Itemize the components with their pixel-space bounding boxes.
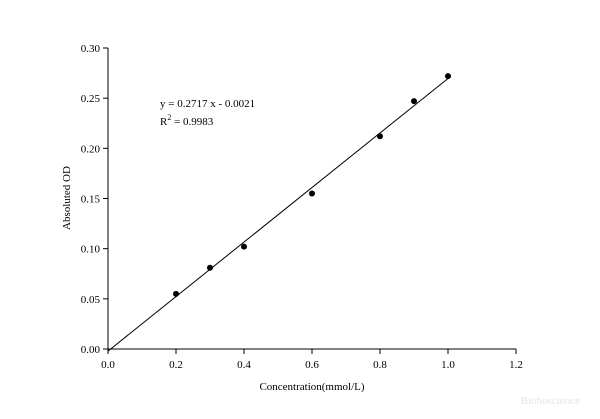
y-tick-label: 0.10 bbox=[81, 244, 101, 256]
y-tick-label: 0.20 bbox=[81, 143, 101, 155]
y-tick-label: 0.25 bbox=[81, 93, 101, 105]
x-tick-label: 0.2 bbox=[169, 359, 183, 371]
x-tick-label: 0.4 bbox=[237, 359, 251, 371]
y-tick-label: 0.00 bbox=[81, 344, 101, 356]
y-tick-label: 0.05 bbox=[81, 294, 101, 306]
equation: y = 0.2717 x - 0.0021 bbox=[160, 98, 255, 110]
r2-rest: = 0.9983 bbox=[171, 116, 213, 128]
point bbox=[411, 98, 417, 105]
fit-line bbox=[107, 78, 449, 352]
point bbox=[173, 290, 179, 297]
x-tick-label: 1.0 bbox=[441, 359, 455, 371]
x-tick-label: 0.6 bbox=[305, 359, 319, 371]
point bbox=[207, 264, 213, 271]
r2-sup: 2 bbox=[167, 113, 171, 122]
point bbox=[309, 190, 315, 197]
x-tick-label: 0.8 bbox=[373, 359, 387, 371]
r2-base: R bbox=[160, 116, 168, 128]
point bbox=[241, 243, 247, 250]
r-squared: R2 = 0.9983 bbox=[160, 113, 214, 128]
y-axis-label: Absoluted OD bbox=[61, 166, 73, 230]
x-tick-label: 0.0 bbox=[101, 359, 115, 371]
point bbox=[445, 73, 451, 80]
x-tick-label: 1.2 bbox=[509, 359, 523, 371]
y-tick-label: 0.15 bbox=[81, 194, 101, 206]
watermark: Bioboscience bbox=[521, 395, 580, 407]
y-tick-label: 0.30 bbox=[81, 43, 101, 55]
point bbox=[377, 133, 383, 140]
x-axis-label: Concentration(mmol/L) bbox=[259, 381, 364, 393]
